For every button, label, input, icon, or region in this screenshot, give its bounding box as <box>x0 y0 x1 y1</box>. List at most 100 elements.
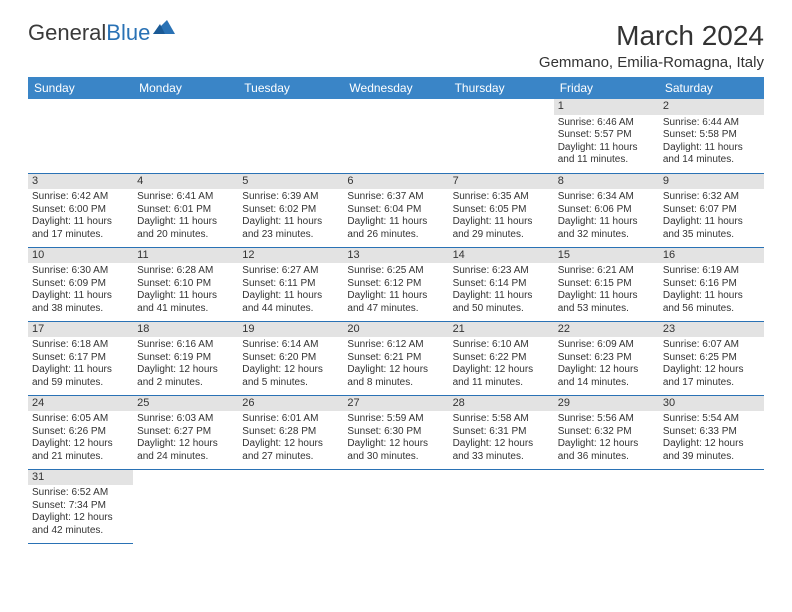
day-number: 3 <box>28 174 133 190</box>
calendar-day-cell: 19Sunrise: 6:14 AMSunset: 6:20 PMDayligh… <box>238 321 343 395</box>
calendar-day-cell: 25Sunrise: 6:03 AMSunset: 6:27 PMDayligh… <box>133 395 238 469</box>
day-content: Sunrise: 6:28 AMSunset: 6:10 PMDaylight:… <box>133 263 238 318</box>
calendar-day-cell <box>238 99 343 173</box>
day-content: Sunrise: 6:12 AMSunset: 6:21 PMDaylight:… <box>343 337 448 392</box>
daylight-text: Daylight: 12 hours and 14 minutes. <box>558 364 655 389</box>
calendar-day-cell: 8Sunrise: 6:34 AMSunset: 6:06 PMDaylight… <box>554 173 659 247</box>
daylight-text: Daylight: 11 hours and 32 minutes. <box>558 216 655 241</box>
day-number: 2 <box>659 99 764 115</box>
sunset-text: Sunset: 6:27 PM <box>137 426 234 439</box>
sunrise-text: Sunrise: 5:54 AM <box>663 413 760 426</box>
calendar-body: 1Sunrise: 6:46 AMSunset: 5:57 PMDaylight… <box>28 99 764 543</box>
day-number: 20 <box>343 322 448 338</box>
sunset-text: Sunset: 6:28 PM <box>242 426 339 439</box>
sunrise-text: Sunrise: 6:37 AM <box>347 191 444 204</box>
daylight-text: Daylight: 11 hours and 11 minutes. <box>558 142 655 167</box>
sunset-text: Sunset: 6:22 PM <box>453 352 550 365</box>
logo: GeneralBlue <box>28 20 175 46</box>
calendar-week-row: 24Sunrise: 6:05 AMSunset: 6:26 PMDayligh… <box>28 395 764 469</box>
daylight-text: Daylight: 12 hours and 8 minutes. <box>347 364 444 389</box>
sunset-text: Sunset: 5:58 PM <box>663 129 760 142</box>
weekday-header: Thursday <box>449 77 554 99</box>
day-number: 10 <box>28 248 133 264</box>
sunset-text: Sunset: 6:21 PM <box>347 352 444 365</box>
sunrise-text: Sunrise: 6:39 AM <box>242 191 339 204</box>
calendar-day-cell: 7Sunrise: 6:35 AMSunset: 6:05 PMDaylight… <box>449 173 554 247</box>
sunset-text: Sunset: 6:10 PM <box>137 278 234 291</box>
calendar-day-cell: 18Sunrise: 6:16 AMSunset: 6:19 PMDayligh… <box>133 321 238 395</box>
sunrise-text: Sunrise: 6:46 AM <box>558 117 655 130</box>
daylight-text: Daylight: 11 hours and 29 minutes. <box>453 216 550 241</box>
day-content: Sunrise: 6:52 AMSunset: 7:34 PMDaylight:… <box>28 485 133 540</box>
sunset-text: Sunset: 6:30 PM <box>347 426 444 439</box>
sunrise-text: Sunrise: 6:05 AM <box>32 413 129 426</box>
weekday-header: Friday <box>554 77 659 99</box>
calendar-day-cell: 2Sunrise: 6:44 AMSunset: 5:58 PMDaylight… <box>659 99 764 173</box>
sunset-text: Sunset: 6:00 PM <box>32 204 129 217</box>
day-number: 5 <box>238 174 343 190</box>
calendar-day-cell <box>659 469 764 543</box>
sunrise-text: Sunrise: 6:09 AM <box>558 339 655 352</box>
calendar-day-cell: 1Sunrise: 6:46 AMSunset: 5:57 PMDaylight… <box>554 99 659 173</box>
day-content: Sunrise: 6:03 AMSunset: 6:27 PMDaylight:… <box>133 411 238 466</box>
calendar-day-cell: 16Sunrise: 6:19 AMSunset: 6:16 PMDayligh… <box>659 247 764 321</box>
daylight-text: Daylight: 11 hours and 38 minutes. <box>32 290 129 315</box>
day-content: Sunrise: 5:58 AMSunset: 6:31 PMDaylight:… <box>449 411 554 466</box>
calendar-day-cell <box>449 99 554 173</box>
daylight-text: Daylight: 12 hours and 30 minutes. <box>347 438 444 463</box>
calendar-day-cell: 10Sunrise: 6:30 AMSunset: 6:09 PMDayligh… <box>28 247 133 321</box>
day-content: Sunrise: 6:14 AMSunset: 6:20 PMDaylight:… <box>238 337 343 392</box>
sunrise-text: Sunrise: 6:14 AM <box>242 339 339 352</box>
daylight-text: Daylight: 11 hours and 17 minutes. <box>32 216 129 241</box>
day-number: 1 <box>554 99 659 115</box>
sunrise-text: Sunrise: 6:30 AM <box>32 265 129 278</box>
location-text: Gemmano, Emilia-Romagna, Italy <box>539 54 764 71</box>
sunset-text: Sunset: 6:33 PM <box>663 426 760 439</box>
sunrise-text: Sunrise: 6:07 AM <box>663 339 760 352</box>
daylight-text: Daylight: 11 hours and 56 minutes. <box>663 290 760 315</box>
day-number: 19 <box>238 322 343 338</box>
sunset-text: Sunset: 6:25 PM <box>663 352 760 365</box>
calendar-day-cell: 21Sunrise: 6:10 AMSunset: 6:22 PMDayligh… <box>449 321 554 395</box>
day-number: 14 <box>449 248 554 264</box>
sunset-text: Sunset: 6:20 PM <box>242 352 339 365</box>
day-number: 9 <box>659 174 764 190</box>
day-content: Sunrise: 6:16 AMSunset: 6:19 PMDaylight:… <box>133 337 238 392</box>
daylight-text: Daylight: 12 hours and 39 minutes. <box>663 438 760 463</box>
page: GeneralBlue March 2024 Gemmano, Emilia-R… <box>0 0 792 564</box>
daylight-text: Daylight: 11 hours and 35 minutes. <box>663 216 760 241</box>
weekday-header: Sunday <box>28 77 133 99</box>
sunrise-text: Sunrise: 5:59 AM <box>347 413 444 426</box>
calendar-day-cell: 6Sunrise: 6:37 AMSunset: 6:04 PMDaylight… <box>343 173 448 247</box>
calendar-week-row: 17Sunrise: 6:18 AMSunset: 6:17 PMDayligh… <box>28 321 764 395</box>
sunset-text: Sunset: 6:15 PM <box>558 278 655 291</box>
daylight-text: Daylight: 12 hours and 5 minutes. <box>242 364 339 389</box>
calendar-day-cell: 9Sunrise: 6:32 AMSunset: 6:07 PMDaylight… <box>659 173 764 247</box>
sunset-text: Sunset: 6:09 PM <box>32 278 129 291</box>
daylight-text: Daylight: 12 hours and 2 minutes. <box>137 364 234 389</box>
sunset-text: Sunset: 6:32 PM <box>558 426 655 439</box>
sunrise-text: Sunrise: 6:10 AM <box>453 339 550 352</box>
day-content: Sunrise: 6:35 AMSunset: 6:05 PMDaylight:… <box>449 189 554 244</box>
weekday-header: Saturday <box>659 77 764 99</box>
day-content: Sunrise: 6:39 AMSunset: 6:02 PMDaylight:… <box>238 189 343 244</box>
day-content: Sunrise: 6:34 AMSunset: 6:06 PMDaylight:… <box>554 189 659 244</box>
day-content: Sunrise: 6:25 AMSunset: 6:12 PMDaylight:… <box>343 263 448 318</box>
day-content: Sunrise: 6:27 AMSunset: 6:11 PMDaylight:… <box>238 263 343 318</box>
daylight-text: Daylight: 11 hours and 53 minutes. <box>558 290 655 315</box>
day-number: 24 <box>28 396 133 412</box>
calendar-day-cell: 3Sunrise: 6:42 AMSunset: 6:00 PMDaylight… <box>28 173 133 247</box>
sunset-text: Sunset: 7:34 PM <box>32 500 129 513</box>
daylight-text: Daylight: 11 hours and 50 minutes. <box>453 290 550 315</box>
calendar-day-cell: 14Sunrise: 6:23 AMSunset: 6:14 PMDayligh… <box>449 247 554 321</box>
sunrise-text: Sunrise: 6:01 AM <box>242 413 339 426</box>
calendar-day-cell <box>449 469 554 543</box>
daylight-text: Daylight: 12 hours and 27 minutes. <box>242 438 339 463</box>
calendar-day-cell: 30Sunrise: 5:54 AMSunset: 6:33 PMDayligh… <box>659 395 764 469</box>
calendar-day-cell: 5Sunrise: 6:39 AMSunset: 6:02 PMDaylight… <box>238 173 343 247</box>
calendar-week-row: 10Sunrise: 6:30 AMSunset: 6:09 PMDayligh… <box>28 247 764 321</box>
sunrise-text: Sunrise: 5:58 AM <box>453 413 550 426</box>
calendar-day-cell: 26Sunrise: 6:01 AMSunset: 6:28 PMDayligh… <box>238 395 343 469</box>
daylight-text: Daylight: 12 hours and 33 minutes. <box>453 438 550 463</box>
sunset-text: Sunset: 6:31 PM <box>453 426 550 439</box>
